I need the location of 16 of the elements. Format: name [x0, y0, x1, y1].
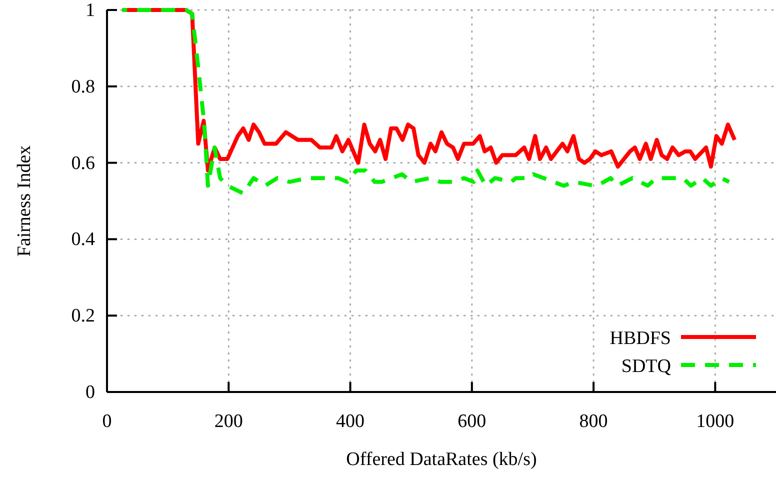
- x-tick-label: 1000: [696, 411, 734, 432]
- y-tick-label: 1: [86, 0, 95, 21]
- x-tick-label: 600: [458, 411, 486, 432]
- y-tick-label: 0.2: [71, 306, 95, 327]
- y-tick-label: 0.4: [71, 229, 96, 250]
- x-tick-label: 200: [214, 411, 243, 432]
- x-tick-label: 800: [579, 411, 608, 432]
- x-tick-label: 400: [336, 411, 365, 432]
- y-tick-label: 0.6: [71, 152, 95, 174]
- x-tick-label: 0: [102, 411, 112, 432]
- x-axis-title: Offered DataRates (kb/s): [346, 449, 537, 470]
- y-tick-label: 0.8: [71, 76, 95, 98]
- y-axis-title: Fairness Index: [14, 144, 35, 257]
- legend-label: SDTQ: [621, 356, 672, 377]
- legend-label: HBDFS: [610, 328, 671, 349]
- y-tick-label: 0: [86, 382, 95, 403]
